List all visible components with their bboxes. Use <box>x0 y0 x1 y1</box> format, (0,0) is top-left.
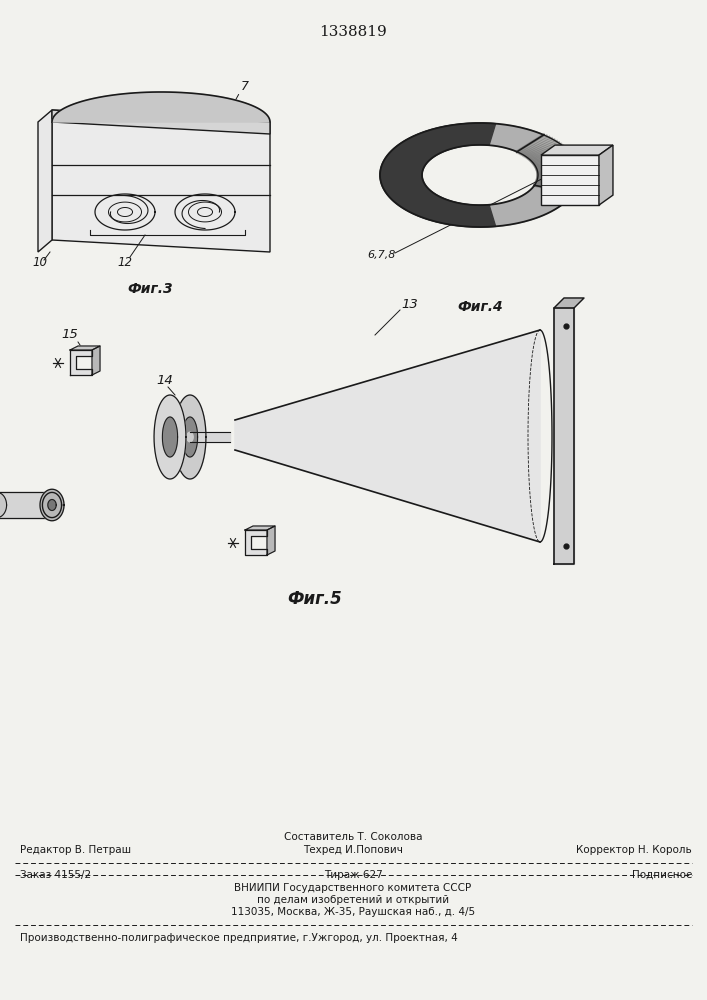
Polygon shape <box>245 530 267 555</box>
Polygon shape <box>38 110 52 252</box>
Polygon shape <box>190 432 230 442</box>
Polygon shape <box>554 298 584 308</box>
Text: Подписное: Подписное <box>631 870 692 880</box>
Polygon shape <box>267 526 275 555</box>
Polygon shape <box>554 308 574 564</box>
Polygon shape <box>0 492 52 518</box>
Polygon shape <box>40 489 64 521</box>
Polygon shape <box>380 123 496 227</box>
Polygon shape <box>52 110 270 134</box>
Polygon shape <box>70 350 92 375</box>
Text: 6,7,8: 6,7,8 <box>367 250 395 260</box>
Text: 1338819: 1338819 <box>319 25 387 39</box>
Polygon shape <box>599 145 613 205</box>
Text: Тираж 627: Тираж 627 <box>324 870 382 880</box>
Polygon shape <box>154 395 186 479</box>
Text: Корректор Н. Король: Корректор Н. Король <box>576 845 692 855</box>
Polygon shape <box>42 492 62 518</box>
Text: 13: 13 <box>402 298 419 312</box>
Polygon shape <box>541 145 613 155</box>
Text: Составитель Т. Соколова: Составитель Т. Соколова <box>284 832 422 842</box>
Polygon shape <box>174 395 206 479</box>
Polygon shape <box>235 330 540 542</box>
Text: ВНИИПИ Государственного комитета СССР: ВНИИПИ Государственного комитета СССР <box>235 883 472 893</box>
Polygon shape <box>70 346 100 350</box>
Polygon shape <box>380 123 574 227</box>
Text: Производственно-полиграфическое предприятие, г.Ужгород, ул. Проектная, 4: Производственно-полиграфическое предприя… <box>20 933 457 943</box>
Polygon shape <box>187 432 193 442</box>
Polygon shape <box>52 92 270 122</box>
Text: 15: 15 <box>62 328 78 342</box>
Text: 14: 14 <box>157 373 173 386</box>
Text: 7: 7 <box>241 81 249 94</box>
Polygon shape <box>0 492 6 518</box>
Text: Фиг.3: Фиг.3 <box>127 282 173 296</box>
Polygon shape <box>92 346 100 375</box>
Text: Техред И.Попович: Техред И.Попович <box>303 845 403 855</box>
Text: Фиг.5: Фиг.5 <box>288 590 342 608</box>
Text: по делам изобретений и открытий: по делам изобретений и открытий <box>257 895 449 905</box>
Text: Редактор В. Петраш: Редактор В. Петраш <box>20 845 131 855</box>
Polygon shape <box>245 526 275 530</box>
Polygon shape <box>48 500 56 510</box>
Text: Фиг.4: Фиг.4 <box>457 300 503 314</box>
Polygon shape <box>541 155 599 205</box>
Polygon shape <box>52 110 270 252</box>
Polygon shape <box>163 417 177 457</box>
Polygon shape <box>182 417 197 457</box>
Text: 12: 12 <box>117 255 132 268</box>
Text: 113035, Москва, Ж-35, Раушская наб., д. 4/5: 113035, Москва, Ж-35, Раушская наб., д. … <box>231 907 475 917</box>
Text: Заказ 4155/2: Заказ 4155/2 <box>20 870 91 880</box>
Text: 10: 10 <box>32 255 47 268</box>
